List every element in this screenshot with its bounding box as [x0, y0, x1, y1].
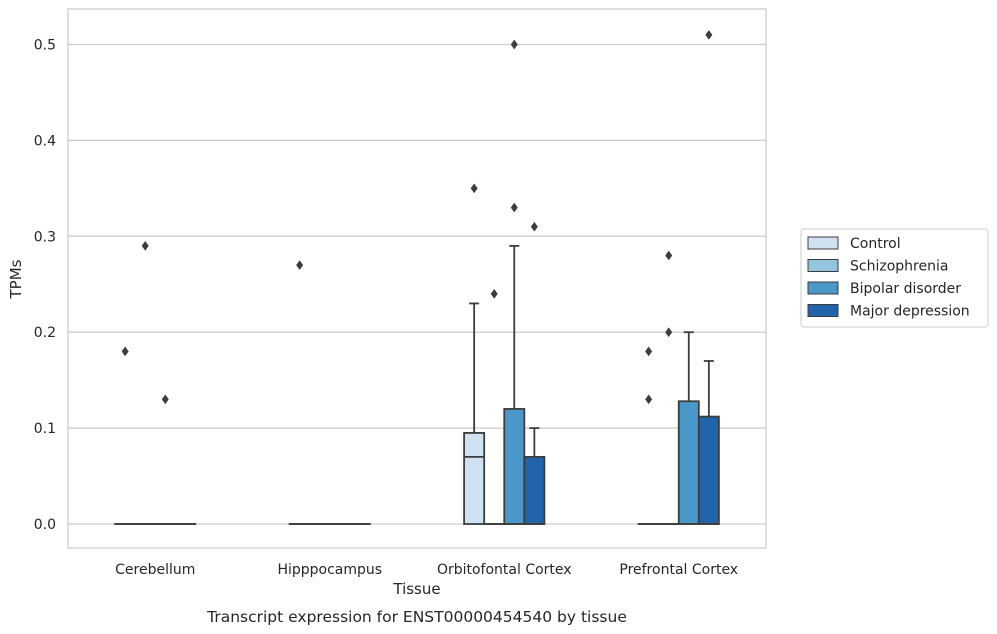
box-body [463, 432, 486, 525]
outlier-point [530, 221, 538, 232]
box-0-0 [114, 346, 137, 525]
legend-frame [800, 228, 989, 328]
y-tick-label: 0.4 [34, 133, 56, 149]
box-body [503, 408, 526, 525]
x-axis-ticks: Cerebellum Hipppocampus Orbitofontal Corte… [115, 562, 738, 578]
y-axis-ticks: 0.0 0.1 0.2 0.3 0.4 0.5 [34, 37, 56, 533]
box-2-3 [677, 331, 700, 525]
x-tick-label: Orbitofontal Cortex [437, 562, 572, 578]
legend-swatch [807, 236, 839, 250]
legend-label: Major depression [850, 304, 970, 320]
box-0-1 [288, 260, 311, 525]
y-tick-label: 0.2 [34, 325, 56, 341]
outlier-point [665, 250, 673, 261]
y-axis-label: TPMs [7, 259, 25, 299]
box-body [697, 415, 720, 525]
y-tick-label: 0.5 [34, 37, 56, 53]
outlier-point [141, 240, 149, 251]
box-1-2 [483, 288, 506, 525]
x-tick-label: Prefrontal Cortex [619, 562, 738, 578]
outlier-point [645, 394, 653, 405]
box-2-2 [503, 39, 526, 525]
legend-swatch [807, 281, 839, 295]
box-3-2 [523, 221, 546, 525]
outlier-point [121, 346, 129, 357]
box-3-3 [697, 29, 720, 525]
box-0-3 [637, 346, 660, 525]
outlier-point [510, 39, 518, 50]
outlier-point [705, 29, 713, 40]
box-body [523, 455, 546, 525]
outlier-point [296, 260, 304, 271]
outlier-point [161, 394, 169, 405]
legend: Control Schizophrenia Bipolar disorder Majo… [800, 228, 989, 328]
box-body [677, 400, 700, 525]
legend-swatch [807, 259, 839, 272]
y-tick-label: 0.0 [34, 517, 56, 533]
y-tick-label: 0.1 [34, 421, 56, 437]
box-1-0 [134, 240, 157, 525]
box-1-3 [657, 250, 680, 525]
plot-frame [67, 8, 767, 549]
y-tick-label: 0.3 [34, 229, 56, 245]
outlier-point [490, 288, 498, 299]
outlier-point [645, 346, 653, 357]
box-0-2 [463, 183, 486, 525]
x-tick-label: Cerebellum [115, 562, 195, 578]
gridlines [68, 43, 766, 525]
legend-swatch [807, 304, 839, 317]
chart-caption: Transcript expression for ENST0000045454… [206, 608, 627, 626]
outlier-point [510, 202, 518, 213]
box-2-0 [154, 394, 177, 525]
boxes [114, 29, 720, 525]
outlier-point [665, 327, 673, 338]
legend-label: Schizophrenia [850, 259, 948, 275]
x-tick-label: Hipppocampus [277, 562, 382, 578]
x-axis-label: Tissue [392, 580, 440, 598]
outlier-point [470, 183, 478, 194]
legend-label: Control [850, 236, 901, 252]
legend-label: Bipolar disorder [850, 281, 961, 297]
